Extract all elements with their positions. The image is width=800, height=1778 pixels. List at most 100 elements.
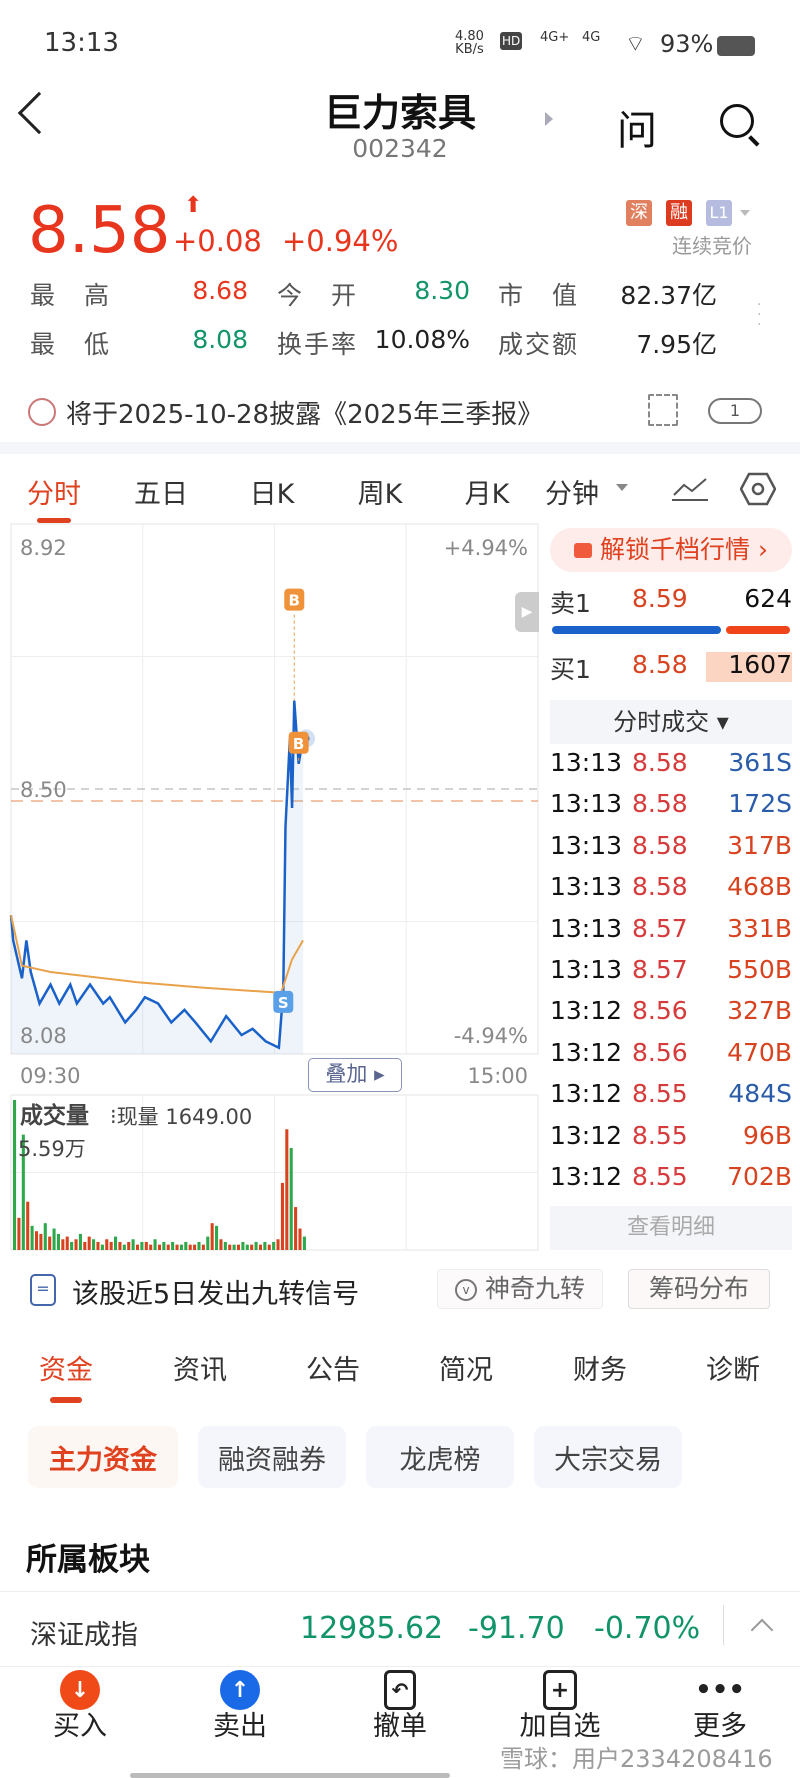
home-indicator[interactable] [130, 1773, 450, 1778]
volume-bar [201, 1244, 205, 1250]
tick-time: 13:12 [550, 1162, 623, 1191]
tick-price: 8.57 [632, 913, 688, 943]
volume-bar [43, 1223, 47, 1250]
pct-tick-high: +4.94% [443, 536, 528, 560]
overlay-label: 叠加 [325, 1062, 368, 1086]
volume-bar [263, 1241, 267, 1250]
level-dropdown-icon[interactable] [740, 210, 750, 216]
volume-bar [135, 1244, 140, 1250]
net-speed: 4.80 KB/s [455, 30, 484, 56]
chart-tab[interactable]: 五日 [134, 479, 188, 510]
volume-bar [289, 1148, 293, 1250]
stat-label: 换手率 [277, 330, 359, 359]
report-icon [28, 398, 56, 426]
overlay-button[interactable]: 叠加 ▸ [308, 1058, 402, 1092]
switch-stock-arrow-icon[interactable] [545, 112, 553, 126]
tick-time: 13:12 [550, 1120, 623, 1150]
trade-marker-b [288, 731, 309, 754]
volume-bar [245, 1244, 249, 1250]
volume-bar [175, 1244, 179, 1250]
fund-chip[interactable]: 龙虎榜 [366, 1426, 514, 1488]
info-tab[interactable]: 资金 [39, 1355, 93, 1386]
tick-volume: 702B [727, 1162, 792, 1191]
cancel-order-button[interactable]: ↶ 撤单 [340, 1670, 460, 1742]
chart-tab[interactable]: 分钟 [545, 479, 599, 510]
indicator-icon[interactable] [672, 475, 708, 501]
chart-tab[interactable]: 日K [249, 479, 295, 510]
info-tab[interactable]: 财务 [573, 1355, 627, 1386]
add-watchlist-button[interactable]: + 加自选 [500, 1670, 620, 1742]
fund-chip[interactable]: 主力资金 [28, 1426, 178, 1488]
volume-bar [92, 1239, 96, 1250]
info-tab[interactable]: 公告 [306, 1355, 360, 1386]
stat-label: 市 值 [498, 281, 580, 310]
trade-marker-label: B [289, 592, 300, 610]
tick-volume: 550B [727, 955, 792, 984]
more-button[interactable]: ••• 更多 [660, 1670, 780, 1742]
tick-row: 13:13 8.57 331B [550, 914, 792, 954]
info-tab[interactable]: 诊断 [706, 1355, 760, 1386]
unlock-depth-button[interactable]: 解锁千档行情 › [550, 528, 792, 572]
chart-tab[interactable]: 分时 [27, 479, 81, 510]
chart-tab[interactable]: 月K [464, 479, 510, 510]
info-tab[interactable]: 资讯 [173, 1355, 227, 1386]
minute-dropdown-icon[interactable] [616, 484, 628, 491]
ask-ratio-fill [552, 626, 721, 634]
add-widget-icon[interactable] [648, 394, 678, 426]
sell-button[interactable]: ↑ 卖出 [180, 1670, 300, 1742]
status-time: 13:13 [44, 28, 119, 58]
back-button[interactable] [17, 91, 61, 135]
badge-margin: 融 [666, 200, 692, 226]
signal-text[interactable]: 该股近5日发出九转信号 [72, 1279, 360, 1310]
expand-panel-button[interactable]: ▶ [515, 592, 539, 632]
volume-bar [34, 1231, 39, 1250]
settings-hexagon-icon[interactable] [739, 472, 777, 510]
stat-label: 最 高 [30, 281, 112, 310]
sector-change: -91.70 [468, 1611, 565, 1646]
view-details-button[interactable]: 查看明细 [550, 1206, 792, 1250]
bid-row: 买1 8.58 1607 [550, 650, 792, 690]
volume-bar [280, 1182, 284, 1250]
fund-chip[interactable]: 大宗交易 [534, 1426, 682, 1488]
ticks-dropdown[interactable]: 分时成交 ▾ [550, 700, 792, 744]
volume-bar [114, 1236, 118, 1250]
stat-value: 7.95亿 [636, 330, 717, 359]
chart-tab[interactable]: 周K [357, 479, 403, 510]
tick-volume: 331B [727, 913, 792, 943]
cancel-order-label: 撤单 [373, 1711, 427, 1742]
report-notice[interactable]: 将于2025-10-28披露《2025年三季报》 [66, 400, 544, 430]
price-change: +0.08 [173, 224, 262, 258]
search-icon[interactable] [720, 104, 760, 146]
volume-bar [78, 1233, 82, 1250]
volume-bar [179, 1244, 183, 1250]
intraday-chart[interactable]: S B B [0, 520, 545, 1260]
buy-button[interactable]: ↓ 买入 [20, 1670, 140, 1742]
more-stats-icon[interactable]: · · · [757, 297, 762, 333]
magic-nine-button[interactable]: v 神奇九转 [437, 1269, 603, 1309]
volume-bar [96, 1241, 100, 1250]
battery-icon [717, 36, 755, 56]
fund-chip[interactable]: 融资融券 [198, 1426, 346, 1488]
tick-price: 8.56 [632, 1037, 688, 1067]
tick-volume: 470B [727, 1037, 792, 1067]
volume-bar [285, 1129, 289, 1250]
tick-volume: 96B [743, 1120, 792, 1150]
tick-row: 13:13 8.58 468B [550, 872, 792, 912]
chip-distribution-button[interactable]: 筹码分布 [628, 1269, 770, 1309]
net-speed-value: 4.80 [455, 29, 484, 44]
ask-button[interactable]: 问 [617, 108, 657, 154]
badge-level1[interactable]: L1 [706, 200, 732, 226]
tick-price: 8.55 [632, 1079, 688, 1109]
bid-price: 8.58 [632, 650, 688, 679]
info-tab[interactable]: 简况 [439, 1355, 493, 1386]
tick-price: 8.56 [632, 996, 688, 1026]
volume-bar [210, 1223, 214, 1250]
notice-count-badge[interactable]: 1 [708, 398, 762, 424]
volume-title: 成交量 [20, 1103, 89, 1129]
trading-status: 连续竞价 [672, 234, 752, 258]
sell-label: 卖出 [213, 1711, 267, 1742]
y-tick-low: 8.08 [20, 1024, 67, 1048]
stock-name: 巨力索具 [323, 91, 477, 135]
volume-bar [258, 1244, 263, 1250]
stat-label: 今 开 [277, 281, 359, 310]
